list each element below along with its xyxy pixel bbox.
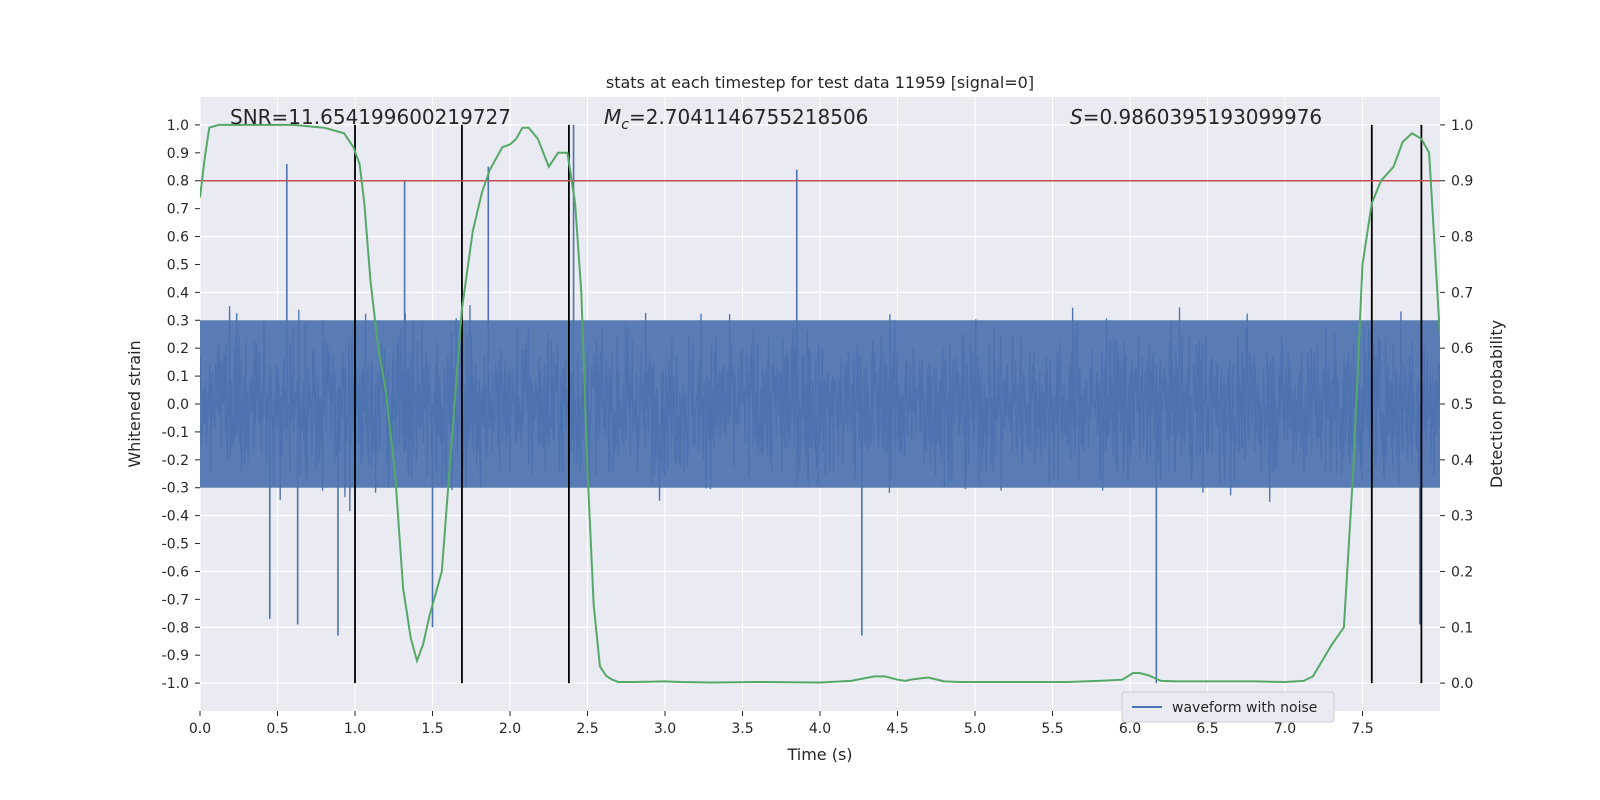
y-tick-label-left: 0.9 [167, 146, 189, 162]
y-tick-label-right: 0.8 [1451, 230, 1473, 246]
chirp-mass-subscript: c [621, 117, 629, 133]
x-tick-label: 5.5 [1041, 721, 1063, 737]
chart-title: stats at each timestep for test data 119… [606, 73, 1034, 92]
ticks: 0.0 0.5 1.0 1.5 2.0 2.5 3.0 3.5 4.0 4.5 5.0 5.5 6.0 6… [162, 118, 1474, 737]
waveform-core [200, 320, 1440, 488]
y-tick-label-left: -0.3 [162, 481, 189, 497]
y-tick-label-left: -0.4 [162, 509, 189, 525]
y-tick-label-left: 0.8 [167, 174, 189, 190]
y-tick-label-left: -0.7 [162, 592, 189, 608]
y-tick-label-left: -0.5 [162, 537, 189, 553]
y-tick-label-left: -0.8 [162, 620, 189, 636]
x-tick-label: 1.0 [344, 721, 366, 737]
s-value: =0.9860395193099976 [1083, 105, 1322, 129]
y-tick-label-left: 0.0 [167, 397, 189, 413]
x-tick-label: 6.5 [1196, 721, 1218, 737]
y-tick-label-left: -0.9 [162, 648, 189, 664]
s-annotation: S=0.9860395193099976 [1070, 105, 1322, 129]
y-tick-label-left: -0.2 [162, 453, 189, 469]
y-tick-label-right: 0.6 [1451, 341, 1473, 357]
y-tick-label-right: 0.9 [1451, 174, 1473, 190]
legend: waveform with noise [1121, 691, 1335, 723]
x-tick-label: 1.5 [421, 721, 443, 737]
s-symbol: S [1070, 105, 1083, 129]
snr-annotation: SNR=11.654199600219727 [230, 105, 511, 129]
legend-box [1121, 691, 1335, 723]
x-tick-label: 5.0 [964, 721, 986, 737]
vertical-lines [354, 124, 1423, 684]
y-axis-label-left: Whitened strain [125, 340, 144, 467]
noise-waveform [200, 124, 1440, 684]
x-tick-label: 4.5 [886, 721, 908, 737]
y-tick-label-left: 0.5 [167, 257, 189, 273]
y-tick-label-left: 0.3 [167, 313, 189, 329]
y-tick-label-left: 0.2 [167, 341, 189, 357]
x-tick-label: 6.0 [1119, 721, 1141, 737]
y-tick-label-right: 0.0 [1451, 676, 1473, 692]
probability-line [200, 123, 1440, 684]
x-tick-label: 2.0 [499, 721, 521, 737]
y-tick-label-left: -0.1 [162, 425, 189, 441]
y-tick-label-right: 0.4 [1451, 453, 1473, 469]
y-tick-label-left: 0.6 [167, 230, 189, 246]
x-tick-label: 2.5 [576, 721, 598, 737]
y-tick-label-left: 0.7 [167, 202, 189, 218]
y-tick-label-left: 0.4 [167, 285, 189, 301]
y-tick-label-right: 0.5 [1451, 397, 1473, 413]
y-tick-label-right: 0.1 [1451, 620, 1473, 636]
y-tick-label-left: 1.0 [167, 118, 189, 134]
y-tick-label-left: -1.0 [162, 676, 189, 692]
x-tick-label: 7.0 [1274, 721, 1296, 737]
x-tick-label: 7.5 [1351, 721, 1373, 737]
x-tick-label: 3.5 [731, 721, 753, 737]
y-tick-label-left: -0.6 [162, 564, 189, 580]
y-tick-label-right: 0.3 [1451, 509, 1473, 525]
x-axis-label: Time (s) [786, 745, 852, 764]
chirp-mass-value: =2.7041146755218506 [629, 105, 868, 129]
y-axis-label-right: Detection probability [1487, 320, 1506, 488]
chirp-mass-symbol: M [604, 105, 621, 129]
x-tick-label: 0.0 [189, 721, 211, 737]
x-tick-label: 4.0 [809, 721, 831, 737]
y-tick-label-right: 0.2 [1451, 564, 1473, 580]
chirp-mass-annotation: Mc=2.7041146755218506 [604, 105, 868, 133]
probability-series-line [200, 123, 1440, 684]
y-tick-label-right: 1.0 [1451, 118, 1473, 134]
y-tick-label-left: 0.1 [167, 369, 189, 385]
x-tick-label: 3.0 [654, 721, 676, 737]
y-tick-label-right: 0.7 [1451, 285, 1473, 301]
x-tick-label: 0.5 [266, 721, 288, 737]
legend-entry: waveform with noise [1172, 700, 1317, 716]
